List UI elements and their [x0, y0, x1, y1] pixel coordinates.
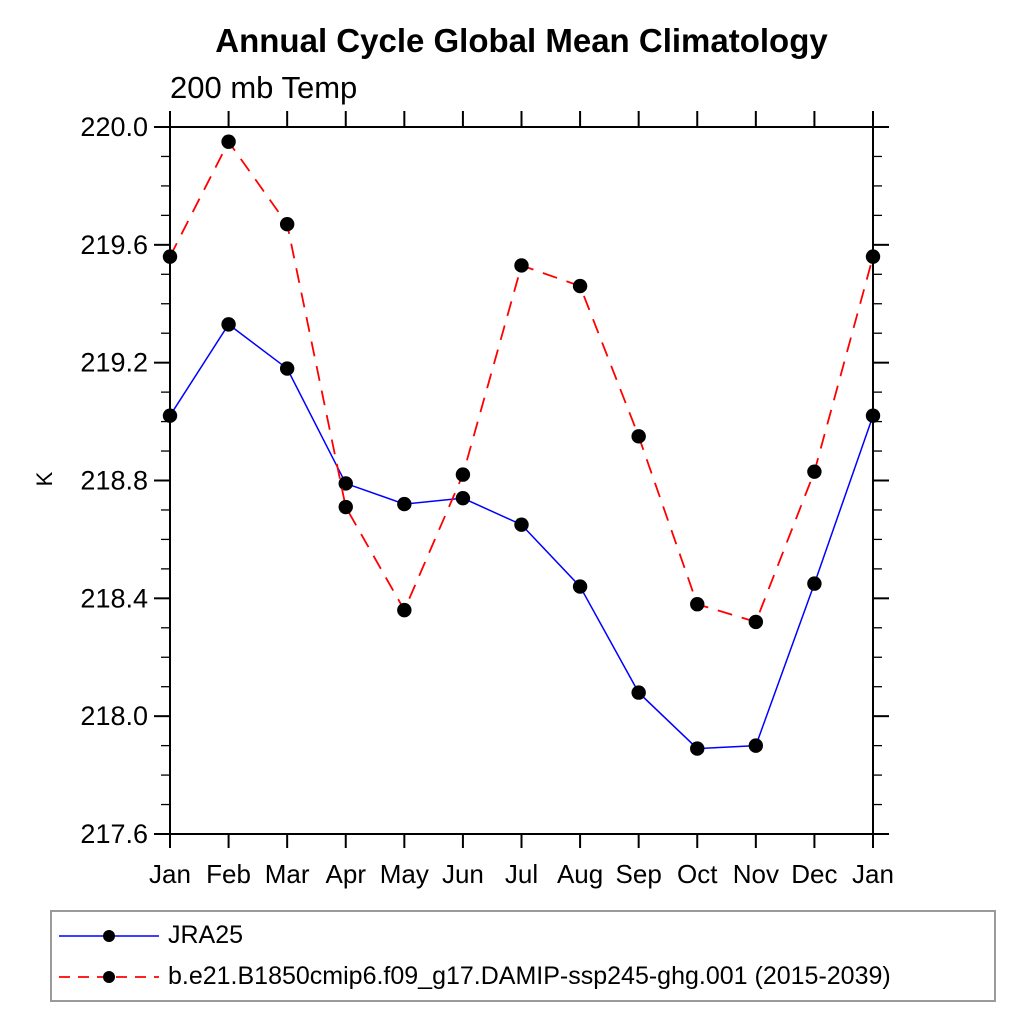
legend-line-sample-dashed [59, 970, 159, 983]
x-tick-label: Dec [791, 859, 837, 889]
x-tick-label: May [380, 859, 429, 889]
x-tick-label: Jul [505, 859, 538, 889]
x-tick-label: Apr [326, 859, 367, 889]
y-tick-label: 218.8 [80, 466, 148, 496]
x-tick-label: Jan [852, 859, 894, 889]
y-tick-label: 218.0 [80, 701, 148, 731]
series-line-1 [169, 139, 874, 624]
y-tick-label: 218.4 [80, 583, 148, 613]
chart-subtitle: 200 mb Temp [170, 70, 358, 105]
legend-label: JRA25 [168, 921, 244, 949]
y-tick-label: 219.6 [80, 230, 148, 260]
series-markers-0 [162, 317, 881, 756]
x-tick-label: Sep [616, 859, 662, 889]
y-tick-label: 220.0 [80, 112, 148, 142]
x-tick-label: Nov [733, 859, 779, 889]
x-axis-ticks: Jan Feb Mar Apr May Jun Jul Aug Sep Oct Nov Dec Jan [149, 111, 894, 889]
legend-line-sample-solid [59, 929, 159, 942]
y-axis-ticks: 220.0 219.6 219.2 218.8 218.4 218.0 217.6 [80, 112, 889, 849]
x-tick-label: Jan [149, 859, 191, 889]
legend-label: b.e21.B1850cmip6.f09_g17.DAMIP-ssp245-gh… [168, 962, 891, 990]
y-tick-label: 219.2 [80, 348, 148, 378]
legend-box: JRA25 b.e21.B1850cmip6.f09_g17.DAMIP-ssp… [50, 910, 996, 1002]
x-tick-label: Jun [442, 859, 484, 889]
legend-item-model: b.e21.B1850cmip6.f09_g17.DAMIP-ssp245-gh… [57, 961, 994, 993]
legend-item-jra25: JRA25 [57, 920, 994, 952]
x-tick-label: Oct [677, 859, 718, 889]
chart-title: Annual Cycle Global Mean Climatology [215, 22, 828, 59]
plot-frame [169, 126, 874, 835]
series-markers-1 [162, 134, 881, 630]
series-line-0 [169, 323, 874, 750]
x-tick-label: Feb [206, 859, 251, 889]
x-tick-label: Aug [557, 859, 603, 889]
y-tick-label: 217.6 [80, 819, 148, 849]
x-tick-label: Mar [265, 859, 310, 889]
